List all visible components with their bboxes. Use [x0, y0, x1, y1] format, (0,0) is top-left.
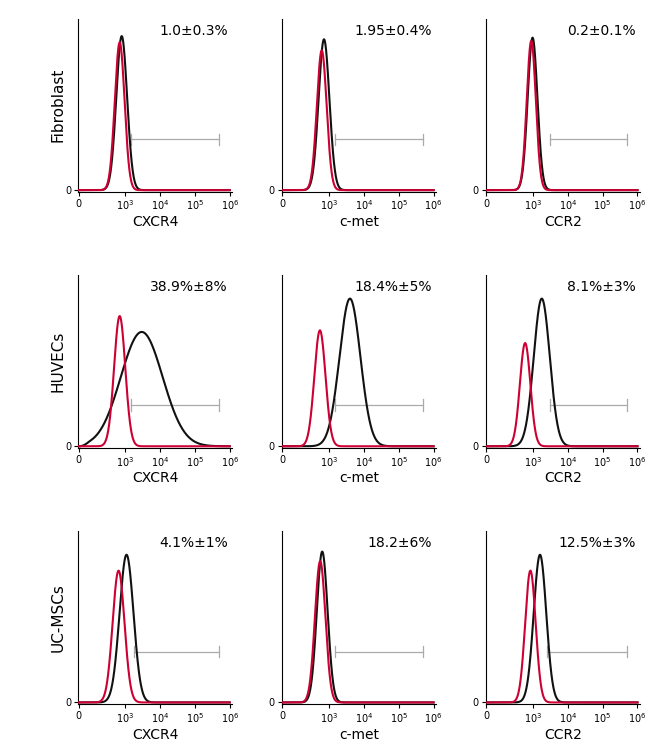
Y-axis label: UC-MSCs: UC-MSCs	[51, 583, 66, 652]
Text: 0.2±0.1%: 0.2±0.1%	[567, 24, 636, 38]
Text: 1.0±0.3%: 1.0±0.3%	[159, 24, 228, 38]
X-axis label: CXCR4: CXCR4	[132, 215, 178, 229]
Text: 18.2±6%: 18.2±6%	[367, 536, 432, 550]
X-axis label: CCR2: CCR2	[544, 728, 582, 741]
Text: 18.4%±5%: 18.4%±5%	[354, 280, 432, 294]
Y-axis label: Fibroblast: Fibroblast	[51, 68, 66, 142]
Text: 8.1%±3%: 8.1%±3%	[567, 280, 636, 294]
X-axis label: CCR2: CCR2	[544, 215, 582, 229]
X-axis label: c-met: c-met	[339, 472, 379, 486]
Y-axis label: HUVECs: HUVECs	[51, 331, 66, 392]
Text: 38.9%±8%: 38.9%±8%	[150, 280, 228, 294]
X-axis label: CXCR4: CXCR4	[132, 472, 178, 486]
Text: 12.5%±3%: 12.5%±3%	[558, 536, 636, 550]
Text: 4.1%±1%: 4.1%±1%	[159, 536, 228, 550]
X-axis label: c-met: c-met	[339, 215, 379, 229]
X-axis label: c-met: c-met	[339, 728, 379, 741]
X-axis label: CCR2: CCR2	[544, 472, 582, 486]
Text: 1.95±0.4%: 1.95±0.4%	[354, 24, 432, 38]
X-axis label: CXCR4: CXCR4	[132, 728, 178, 741]
